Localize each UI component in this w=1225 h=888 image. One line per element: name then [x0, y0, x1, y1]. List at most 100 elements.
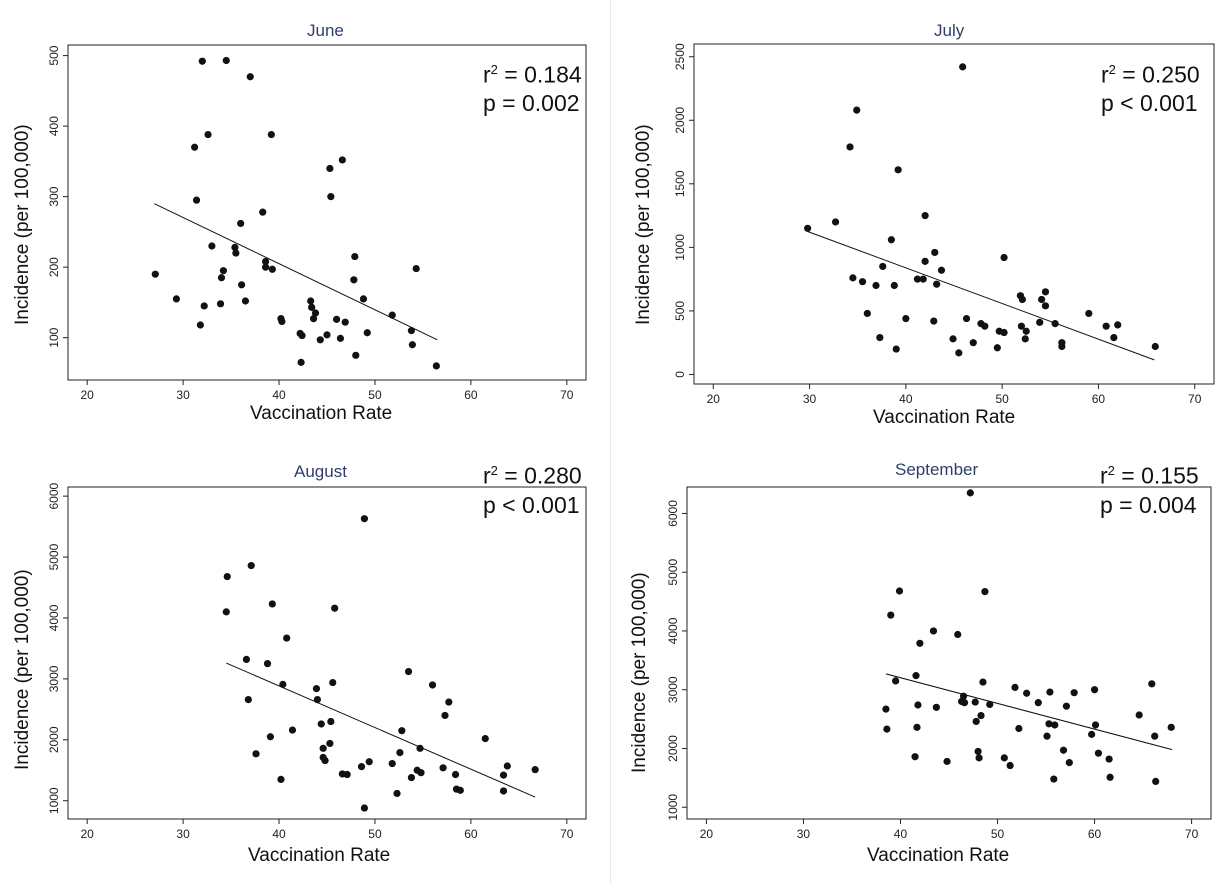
y-tick-label: 0	[673, 371, 687, 378]
p-value-label: p < 0.001	[483, 492, 580, 518]
data-point	[412, 264, 420, 273]
chart-title: August	[294, 462, 347, 481]
data-point	[223, 572, 231, 581]
data-point	[481, 734, 489, 743]
x-tick-label: 50	[995, 392, 1009, 406]
p-value-label: p = 0.002	[483, 90, 580, 116]
data-point	[288, 726, 297, 734]
data-point	[1094, 749, 1103, 757]
data-point	[981, 322, 989, 330]
data-point	[1017, 322, 1026, 330]
y-tick-label: 2000	[666, 735, 680, 762]
data-point	[244, 696, 252, 704]
data-point	[1011, 683, 1019, 691]
data-point	[332, 315, 341, 323]
data-point	[428, 681, 437, 689]
x-tick-label: 50	[368, 827, 382, 841]
data-point	[929, 627, 938, 635]
y-tick-label: 500	[673, 301, 687, 321]
trend-line	[885, 673, 1173, 751]
data-point	[937, 266, 946, 274]
x-axis-label: Vaccination Rate	[250, 403, 393, 424]
p-value-label: p < 0.001	[1101, 90, 1198, 116]
data-point	[1043, 732, 1051, 740]
data-point	[317, 720, 325, 728]
x-tick-label: 50	[991, 827, 1005, 841]
data-point	[246, 73, 254, 81]
data-point	[902, 314, 910, 323]
data-point	[321, 756, 329, 765]
x-tick-label: 40	[272, 827, 286, 841]
y-axis-label: Incidence (per 100,000)	[12, 124, 33, 325]
data-point	[204, 130, 212, 139]
data-point	[974, 747, 982, 756]
trend-line	[807, 231, 1155, 361]
chart-title: June	[307, 21, 344, 40]
x-tick-label: 20	[700, 827, 714, 841]
data-point	[1051, 320, 1059, 328]
chart-panel-july: 20 30 40 50 60 70 0 500 1000 1500 2000 2500 July r2…	[610, 0, 1225, 440]
r-squared-value: = 0.184	[497, 61, 582, 88]
data-point	[191, 143, 199, 151]
plot-frame	[67, 486, 587, 820]
data-point	[1110, 334, 1118, 342]
data-point	[441, 711, 449, 720]
data-point	[456, 786, 464, 794]
y-tick-label: 1500	[673, 170, 687, 197]
data-point	[279, 680, 287, 688]
data-point	[831, 218, 840, 226]
x-axis-label: Vaccination Rate	[867, 845, 1010, 866]
data-point	[993, 344, 1001, 352]
data-point	[263, 660, 272, 668]
r-squared-label: r2 = 0.250	[1101, 61, 1200, 88]
chart-title: July	[934, 21, 965, 40]
data-point	[326, 164, 334, 173]
y-tick-label: 4000	[666, 617, 680, 644]
r-squared-symbol: r	[483, 61, 491, 88]
data-point	[499, 787, 508, 795]
data-point	[208, 242, 216, 250]
data-point	[1091, 721, 1100, 729]
y-tick-label: 3000	[666, 676, 680, 703]
data-point	[316, 336, 324, 344]
data-point	[921, 257, 929, 265]
data-point	[1070, 689, 1078, 697]
data-point	[323, 331, 331, 339]
data-point	[388, 311, 396, 319]
data-point	[960, 699, 969, 707]
plot-frame	[67, 44, 587, 381]
data-point	[252, 750, 260, 758]
y-axis-label: Incidence (per 100,000)	[629, 572, 650, 773]
data-point	[277, 775, 285, 784]
data-point	[895, 587, 904, 595]
y-tick-label: 1000	[666, 794, 680, 821]
data-point	[297, 358, 305, 366]
chart-panel-september: 20 30 40 50 60 70 1000 2000 3000 4000 5000 6000 Sep…	[610, 440, 1225, 883]
y-tick-label: 1000	[47, 787, 61, 814]
data-point	[217, 274, 226, 282]
data-point	[887, 236, 896, 244]
data-point	[930, 317, 938, 325]
data-point	[326, 739, 334, 748]
data-point	[231, 243, 239, 252]
plot-frame	[693, 43, 1215, 385]
data-point	[219, 267, 227, 275]
y-tick-label: 2000	[47, 726, 61, 753]
data-point	[432, 362, 440, 370]
data-point	[268, 265, 276, 273]
x-tick-label: 20	[707, 392, 721, 406]
data-point	[1062, 702, 1071, 710]
data-point	[298, 331, 306, 340]
trend-line	[226, 662, 536, 798]
scatter-plot-september: 20 30 40 50 60 70 1000 2000 3000 4000 5000 6000	[666, 486, 1212, 841]
data-point	[331, 604, 339, 612]
data-point	[1015, 724, 1023, 733]
data-point	[172, 295, 180, 303]
data-point	[858, 278, 867, 286]
data-point	[1135, 711, 1143, 719]
data-point	[196, 321, 204, 329]
data-point	[986, 700, 994, 709]
data-point	[200, 302, 208, 310]
chart-panel-august: 20 30 40 50 60 70 1000 2000 3000 4000 5000 6000 Aug…	[0, 440, 610, 883]
chart-panel-june: 20 30 40 50 60 70 100 200 300 400 500 June r2 = 0.…	[0, 0, 610, 440]
